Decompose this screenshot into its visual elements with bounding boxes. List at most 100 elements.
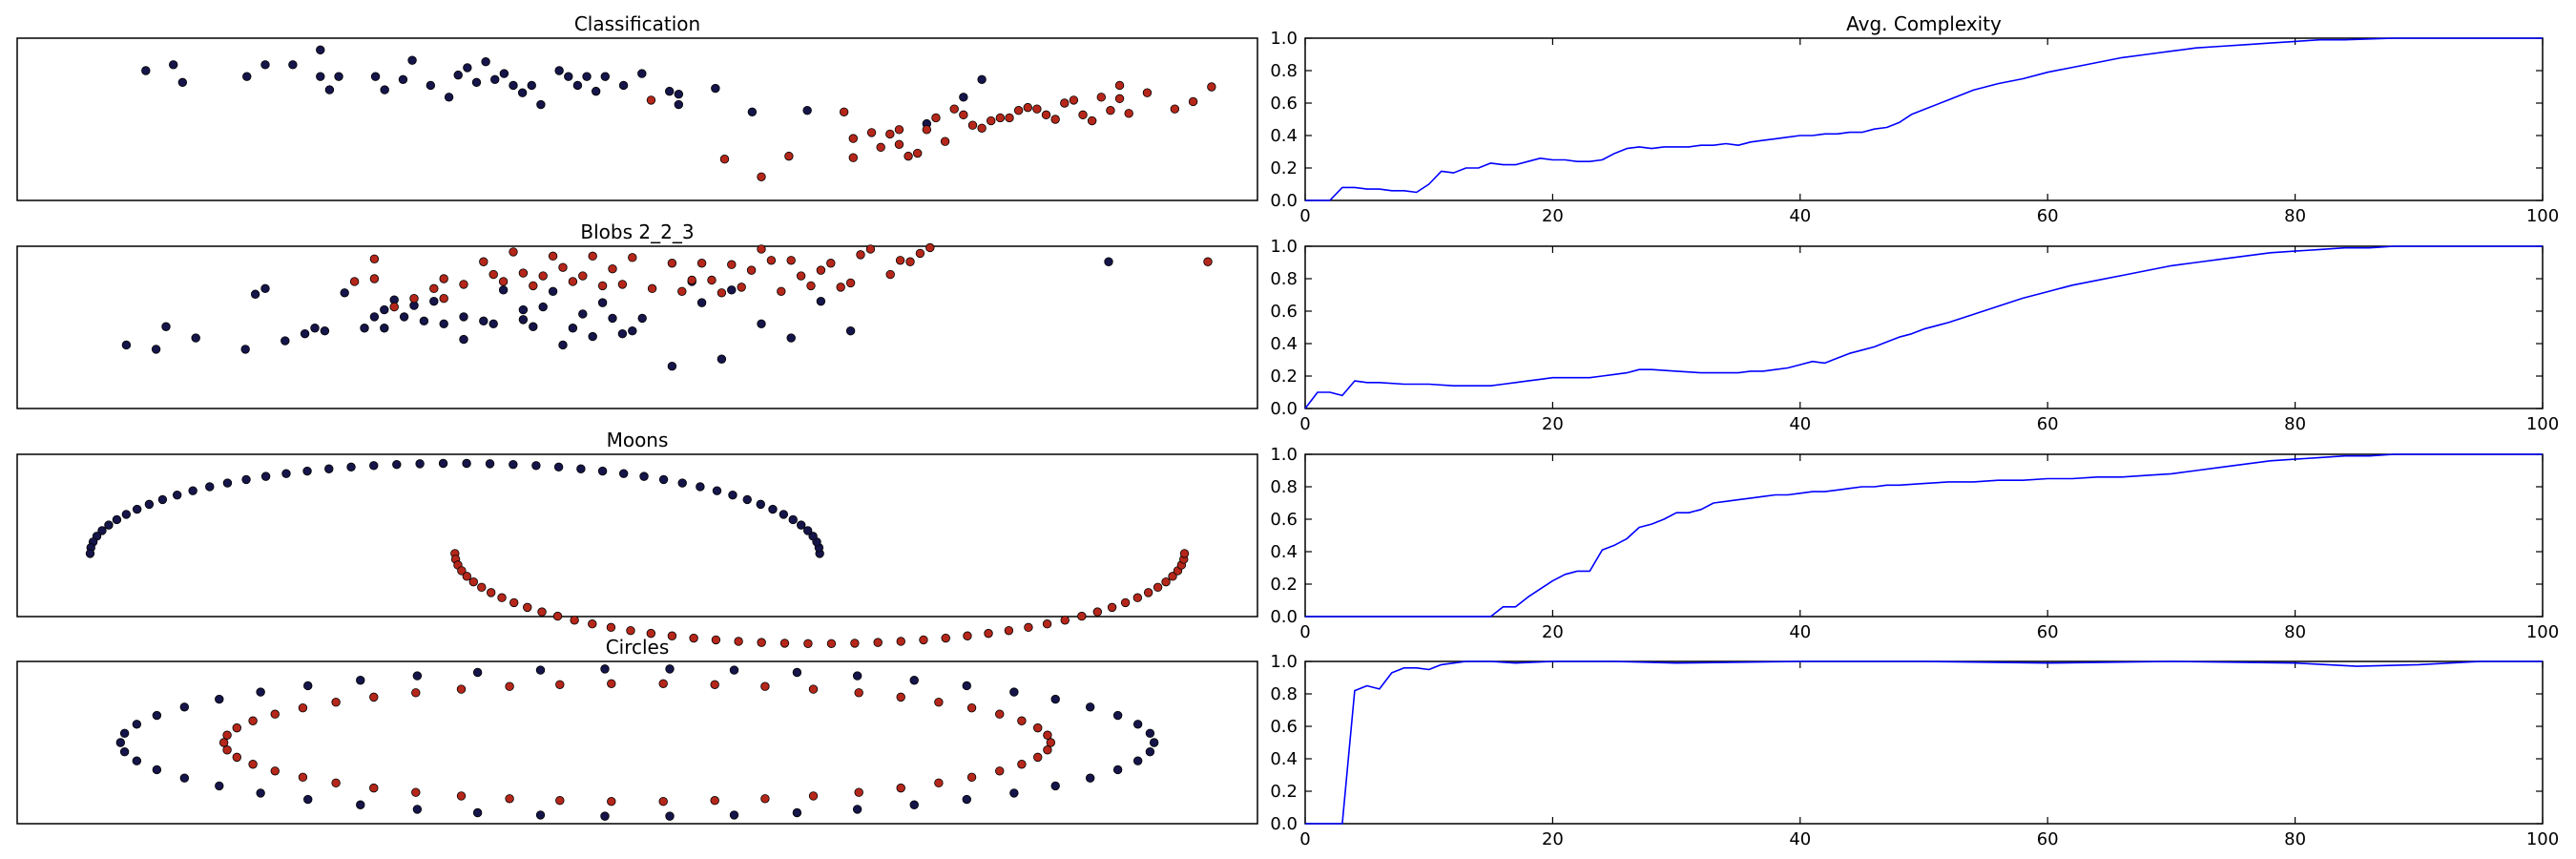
scatter-point — [85, 549, 95, 558]
complexity-panel-4: 0.0 0.2 0.4 0.6 0.8 1.0 0 20 40 60 80 100 — [1270, 652, 2559, 849]
scatter-point — [132, 756, 142, 765]
scatter-point — [665, 664, 675, 674]
scatter-title: Classification — [574, 12, 700, 35]
scatter-point — [356, 800, 365, 809]
scatter-point — [558, 340, 568, 350]
scatter-point — [1017, 716, 1027, 725]
scatter-point — [479, 257, 488, 266]
x-tick-label: 100 — [2526, 414, 2559, 434]
scatter-point — [488, 319, 498, 329]
scatter-point — [674, 90, 684, 99]
x-tick-label: 40 — [1789, 414, 1811, 434]
scatter-point — [995, 113, 1006, 123]
complexity-line — [1304, 245, 2543, 409]
scatter-point — [913, 148, 923, 158]
scatter-point — [873, 638, 883, 647]
complexity-panel-3: 0.0 0.2 0.4 0.6 0.8 1.0 0 20 40 60 80 100 — [1270, 445, 2559, 642]
scatter-point — [802, 526, 813, 535]
scatter-point — [232, 752, 241, 763]
scatter-point — [472, 807, 483, 818]
scatter-point — [909, 800, 919, 809]
scatter-point — [463, 63, 472, 73]
scatter-point — [1009, 788, 1019, 798]
scatter-point — [456, 684, 467, 694]
scatter-point — [222, 745, 232, 755]
scatter-point — [300, 328, 310, 339]
scatter-point — [548, 251, 558, 262]
scatter-point — [1069, 95, 1079, 105]
scatter-point — [356, 676, 365, 685]
scatter-point — [710, 796, 719, 806]
scatter-point — [909, 676, 919, 685]
x-tick-label: 100 — [2526, 829, 2559, 849]
y-tick-label: 0.6 — [1270, 94, 1298, 114]
scatter-point — [904, 151, 913, 161]
scatter-point — [538, 302, 548, 312]
scatter-point — [298, 702, 308, 713]
scatter-point — [438, 458, 448, 469]
scatter-point — [222, 730, 232, 740]
scatter-point — [1188, 96, 1198, 107]
y-tick-label: 0.0 — [1270, 607, 1298, 627]
scatter-point — [803, 639, 813, 648]
scatter-point — [303, 794, 313, 805]
scatter-point — [646, 95, 656, 105]
scatter-point — [349, 277, 360, 286]
scatter-point — [570, 616, 579, 625]
scatter-point — [188, 486, 197, 495]
y-tick-label: 0.6 — [1270, 717, 1298, 737]
x-tick-label: 0 — [1299, 206, 1310, 226]
scatter-point — [852, 671, 862, 681]
scatter-title: Moons — [607, 429, 669, 451]
scatter-point — [256, 788, 265, 798]
scatter-point — [270, 709, 280, 719]
scatter-point — [132, 504, 142, 514]
scatter-point — [260, 60, 270, 70]
scatter-point — [696, 259, 707, 268]
scatter-point — [1120, 597, 1131, 608]
scatter-point — [742, 494, 752, 505]
scatter-point — [529, 322, 538, 331]
scatter-point — [802, 106, 812, 115]
y-tick-label: 0.0 — [1270, 814, 1298, 834]
x-tick-label: 40 — [1789, 829, 1811, 849]
scatter-point — [848, 153, 858, 162]
scatter-point — [1132, 593, 1143, 602]
scatter-point — [597, 281, 608, 291]
scatter-point — [316, 72, 325, 81]
scatter-point — [161, 322, 171, 331]
scatter-point — [895, 256, 905, 265]
scatter-point — [788, 514, 798, 525]
scatter-point — [1060, 98, 1070, 108]
scatter-point — [677, 286, 687, 297]
scatter-point — [1096, 93, 1106, 102]
scatter-point — [215, 694, 224, 704]
scatter-point — [346, 462, 356, 472]
scatter-point — [169, 60, 178, 70]
scatter-point — [232, 723, 241, 733]
scatter-point — [806, 281, 816, 291]
scatter-point — [816, 296, 826, 306]
scatter-point — [845, 278, 856, 288]
scatter-point — [121, 340, 132, 350]
scatter-point — [717, 354, 727, 364]
scatter-point — [707, 275, 717, 285]
line-frame — [1304, 660, 2544, 825]
y-tick-label: 0.6 — [1270, 510, 1298, 530]
scatter-frame — [16, 660, 1258, 825]
scatter-point — [1112, 710, 1123, 721]
scatter-point — [826, 259, 836, 268]
scatter-point — [766, 256, 777, 265]
scatter-point — [172, 490, 182, 500]
scatter-point — [1087, 115, 1097, 126]
y-tick-label: 1.0 — [1270, 445, 1298, 465]
scatter-title: Blobs 2_2_3 — [580, 220, 694, 243]
scatter-point — [242, 72, 252, 81]
scatter-point — [509, 597, 519, 608]
scatter-point — [959, 93, 968, 102]
scatter-point — [248, 716, 258, 725]
scatter-point — [218, 738, 229, 747]
scatter-point — [439, 274, 448, 283]
x-tick-label: 100 — [2526, 622, 2559, 642]
